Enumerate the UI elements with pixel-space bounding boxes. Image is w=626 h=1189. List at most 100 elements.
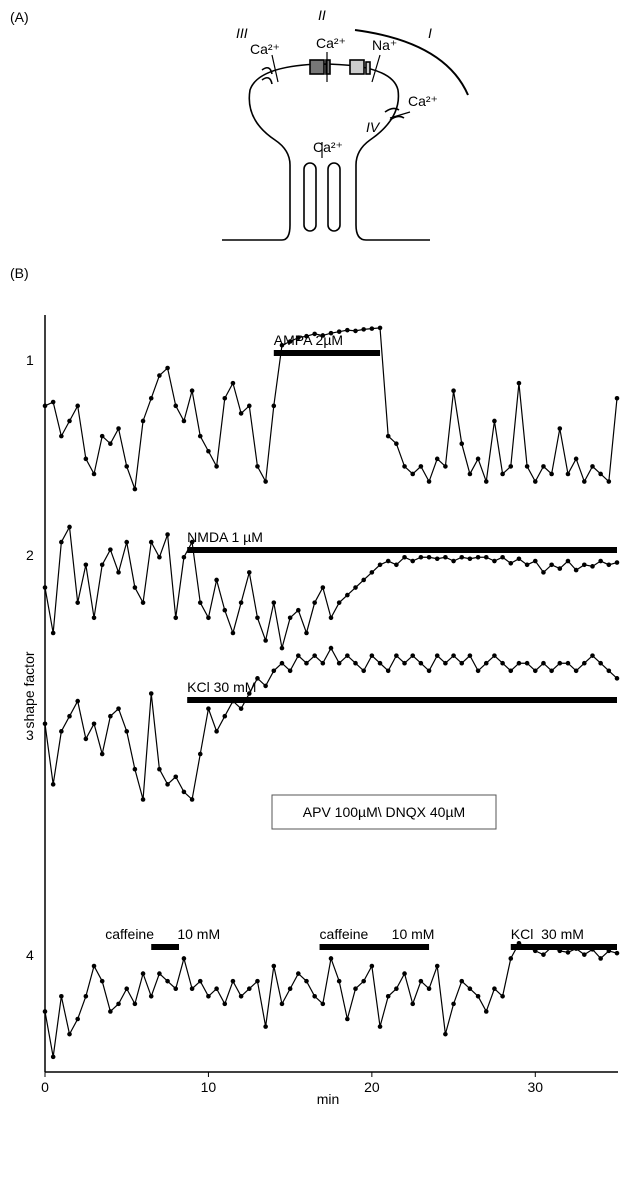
x-axis-label: min <box>317 1091 340 1107</box>
x-tick-label: 20 <box>364 1079 380 1095</box>
data-point <box>565 660 571 666</box>
data-point <box>50 630 56 636</box>
data-point <box>173 403 179 409</box>
data-point <box>516 380 522 386</box>
data-point <box>189 388 195 394</box>
data-point <box>565 950 571 955</box>
data-point <box>206 615 211 621</box>
data-point <box>353 660 358 666</box>
data-point <box>573 456 579 462</box>
data-point <box>532 479 538 484</box>
data-point <box>361 577 366 583</box>
data-point <box>418 554 424 560</box>
data-point <box>467 471 473 477</box>
ion-label: Ca²⁺ <box>313 139 343 155</box>
data-point <box>345 327 350 333</box>
data-point <box>614 395 620 401</box>
data-point <box>377 660 383 666</box>
data-point <box>524 562 530 568</box>
data-point <box>459 441 465 446</box>
data-point <box>287 668 293 674</box>
data-point <box>59 433 64 439</box>
data-point <box>238 411 244 416</box>
data-point <box>238 994 244 999</box>
data-point <box>312 600 317 605</box>
data-point <box>402 464 407 469</box>
ion-label: Ca²⁺ <box>408 93 438 109</box>
data-point <box>173 615 179 621</box>
data-point <box>516 556 522 562</box>
data-point <box>614 560 620 565</box>
data-point <box>116 1001 121 1007</box>
data-point <box>42 585 48 590</box>
data-point <box>165 978 170 984</box>
data-point <box>67 713 72 719</box>
data-point <box>83 562 89 568</box>
data-point <box>230 978 236 984</box>
data-point <box>173 774 179 780</box>
data-point <box>214 577 219 583</box>
data-point <box>500 994 505 999</box>
data-point <box>124 539 130 545</box>
data-point <box>353 328 358 334</box>
data-point <box>83 736 89 742</box>
pathway-label: II <box>318 7 326 23</box>
data-point <box>394 986 399 992</box>
data-point <box>263 1024 268 1029</box>
data-point <box>132 486 138 492</box>
data-point <box>108 1009 113 1014</box>
data-point <box>91 471 97 477</box>
data-point <box>467 653 473 658</box>
data-point <box>345 1016 350 1022</box>
data-point <box>304 333 309 339</box>
data-point <box>255 464 260 469</box>
data-point <box>124 464 130 469</box>
data-point <box>124 986 130 992</box>
data-point <box>255 615 260 621</box>
data-point <box>132 766 138 772</box>
data-point <box>418 978 424 984</box>
data-point <box>394 562 399 568</box>
data-point <box>263 479 268 484</box>
data-point <box>557 566 563 571</box>
ion-label: Na⁺ <box>372 37 397 53</box>
data-point <box>336 600 342 605</box>
data-point <box>116 706 121 711</box>
data-point <box>524 464 530 469</box>
data-point <box>336 329 342 334</box>
data-point <box>573 668 579 674</box>
data-point <box>271 403 277 409</box>
data-point <box>246 691 252 696</box>
data-point <box>459 978 465 984</box>
treatment-label: AMPA 2µM <box>274 332 343 348</box>
data-point <box>67 1031 72 1037</box>
data-point <box>165 532 170 537</box>
data-point <box>377 325 383 331</box>
panel-label: (B) <box>10 265 29 281</box>
treatment-bar <box>273 350 381 356</box>
data-point <box>222 395 228 401</box>
data-point <box>385 433 391 439</box>
data-point <box>557 660 563 666</box>
data-point <box>475 554 481 560</box>
data-point <box>287 986 293 992</box>
data-point <box>402 660 407 666</box>
data-point <box>197 751 203 757</box>
data-point <box>50 782 56 787</box>
data-point <box>222 607 228 613</box>
data-point <box>541 660 546 666</box>
data-point <box>492 653 497 658</box>
data-point <box>91 963 97 969</box>
data-point <box>451 653 456 658</box>
data-point <box>434 653 440 658</box>
data-point <box>426 479 432 484</box>
data-point <box>287 615 293 621</box>
data-point <box>582 562 587 568</box>
trace-label: 3 <box>26 727 34 743</box>
data-point <box>508 668 514 674</box>
data-point <box>75 698 80 704</box>
data-point <box>598 660 603 666</box>
data-point <box>573 567 579 573</box>
data-point <box>590 653 595 658</box>
pathway-label: III <box>236 25 248 41</box>
